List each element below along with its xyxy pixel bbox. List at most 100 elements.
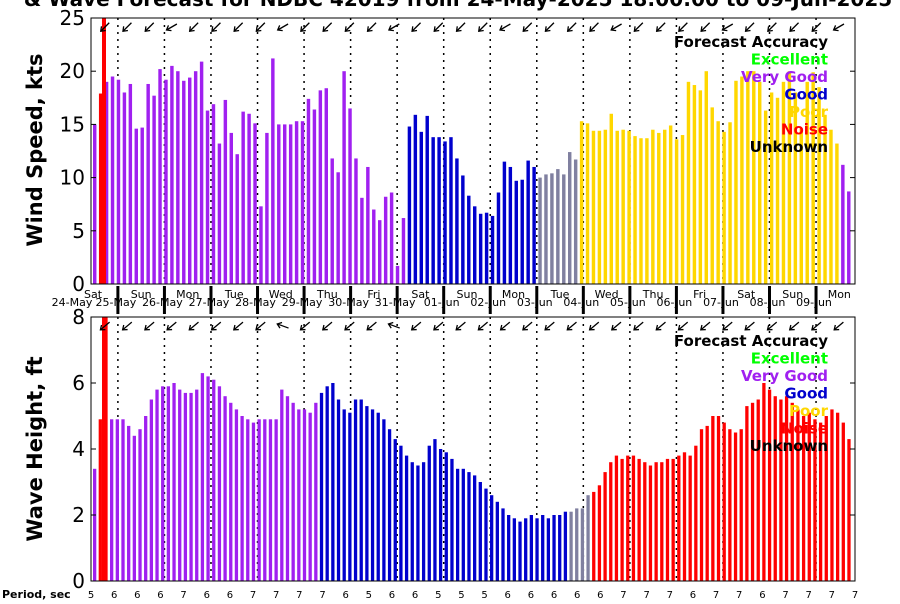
date-axis-date: 26-May — [142, 296, 183, 309]
wave-bar — [246, 419, 250, 581]
wave-bar — [824, 416, 828, 581]
period-value: 6 — [134, 590, 140, 600]
wind-direction-arrow — [99, 22, 110, 33]
wave-bar — [762, 383, 766, 581]
date-axis-date: 28-May — [235, 296, 276, 309]
period-value: 5 — [88, 590, 94, 600]
wave-bar — [178, 389, 182, 581]
wind-bar — [585, 123, 590, 284]
wave-bar — [438, 449, 443, 581]
wave-bar — [348, 412, 352, 581]
period-value: 7 — [852, 590, 858, 600]
wind-bar — [461, 175, 465, 284]
wind-bar — [253, 123, 257, 284]
wave-bar — [524, 518, 528, 581]
date-axis-date: 06-Jun — [657, 296, 693, 309]
wind-bar — [746, 71, 750, 284]
wave-bar — [144, 416, 148, 581]
wave-bar — [637, 458, 641, 581]
wave-bar — [461, 468, 465, 581]
wave-bar — [671, 458, 675, 581]
date-axis-day: Sun — [456, 288, 477, 301]
wave-direction-arrow — [811, 321, 822, 331]
wave-direction-arrow — [522, 321, 533, 331]
date-axis-day: Wed — [269, 288, 293, 301]
wave-bar — [291, 402, 295, 581]
wind-bar — [366, 166, 370, 284]
period-value: 7 — [667, 590, 673, 600]
wave-direction-arrow — [477, 321, 489, 331]
wind-bar — [579, 121, 584, 285]
wave-direction-arrow — [588, 321, 600, 331]
wave-direction-arrow — [410, 321, 422, 331]
date-axis-date: 01-Jun — [424, 296, 460, 309]
wind-bar — [401, 218, 406, 284]
wave-bar — [580, 508, 585, 581]
wind-bar — [621, 129, 625, 284]
period-label: Period, sec — [2, 588, 71, 600]
wind-bar — [449, 137, 453, 284]
wind-bar — [271, 58, 275, 285]
wave-bar — [433, 439, 437, 581]
wind-speed-panel: Wind Speed, kts 0 5 10 15 20 25 Forecast Accu… — [23, 6, 856, 296]
wave-bar — [609, 462, 613, 581]
period-value: 6 — [412, 590, 418, 600]
wave-direction-arrow — [255, 321, 266, 331]
wave-bar — [166, 386, 171, 581]
wave-direction-arrow — [166, 321, 177, 331]
wave-bar — [297, 409, 301, 581]
wind-bar — [312, 109, 317, 284]
wave-bar — [302, 409, 307, 581]
wind-bar — [781, 81, 786, 284]
date-axis-day: Tue — [224, 288, 244, 301]
date-axis-day: Mon — [828, 288, 851, 301]
wave-bar — [132, 435, 136, 581]
wind-bar — [680, 135, 685, 284]
wind-bar — [758, 81, 762, 284]
wave-bar — [801, 416, 806, 581]
wind-direction-arrow — [366, 22, 377, 33]
wave-bar — [427, 445, 431, 581]
wave-legend-item: Poor — [789, 402, 829, 420]
date-axis-day: Sat — [411, 288, 430, 301]
wave-bar — [473, 475, 477, 581]
wave-bar — [597, 485, 602, 581]
wind-bar — [306, 98, 311, 284]
wind-bar — [526, 160, 530, 284]
period-value: 6 — [528, 590, 534, 600]
wind-bar — [318, 90, 323, 284]
wind-bar — [342, 71, 346, 284]
wave-direction-arrow — [544, 321, 555, 331]
wind-bar — [413, 114, 418, 284]
wave-direction-arrow — [655, 321, 666, 331]
wave-direction-arrow — [121, 321, 133, 331]
wave-bar — [796, 409, 800, 581]
wave-bar — [172, 383, 176, 581]
wind-bar — [550, 173, 554, 284]
wave-bar — [263, 419, 267, 581]
wind-direction-arrow — [276, 23, 289, 32]
date-axis-date: 03-Jun — [517, 296, 553, 309]
wind-bar — [835, 143, 839, 284]
wave-direction-arrow — [232, 321, 244, 331]
date-axis-date: 02-Jun — [470, 296, 506, 309]
wave-bar — [614, 455, 619, 581]
wave-bar — [393, 439, 397, 581]
wave-bar — [342, 409, 346, 581]
date-axis-day: Mon — [502, 288, 525, 301]
wind-bar — [277, 124, 281, 285]
wind-bar — [389, 192, 394, 284]
wind-direction-arrow — [610, 23, 622, 32]
wind-bar — [490, 215, 495, 284]
wind-bar — [823, 114, 827, 284]
period-value: 7 — [319, 590, 325, 600]
wave-direction-arrow — [766, 321, 778, 331]
wave-direction-arrow — [366, 321, 377, 331]
wind-legend-item: Excellent — [751, 51, 828, 69]
period-value: 6 — [342, 590, 348, 600]
wave-bar — [314, 402, 318, 581]
period-value: 5 — [435, 590, 441, 600]
wind-bar — [182, 80, 186, 284]
wave-bar — [484, 488, 488, 581]
wave-direction-arrow — [722, 321, 733, 331]
